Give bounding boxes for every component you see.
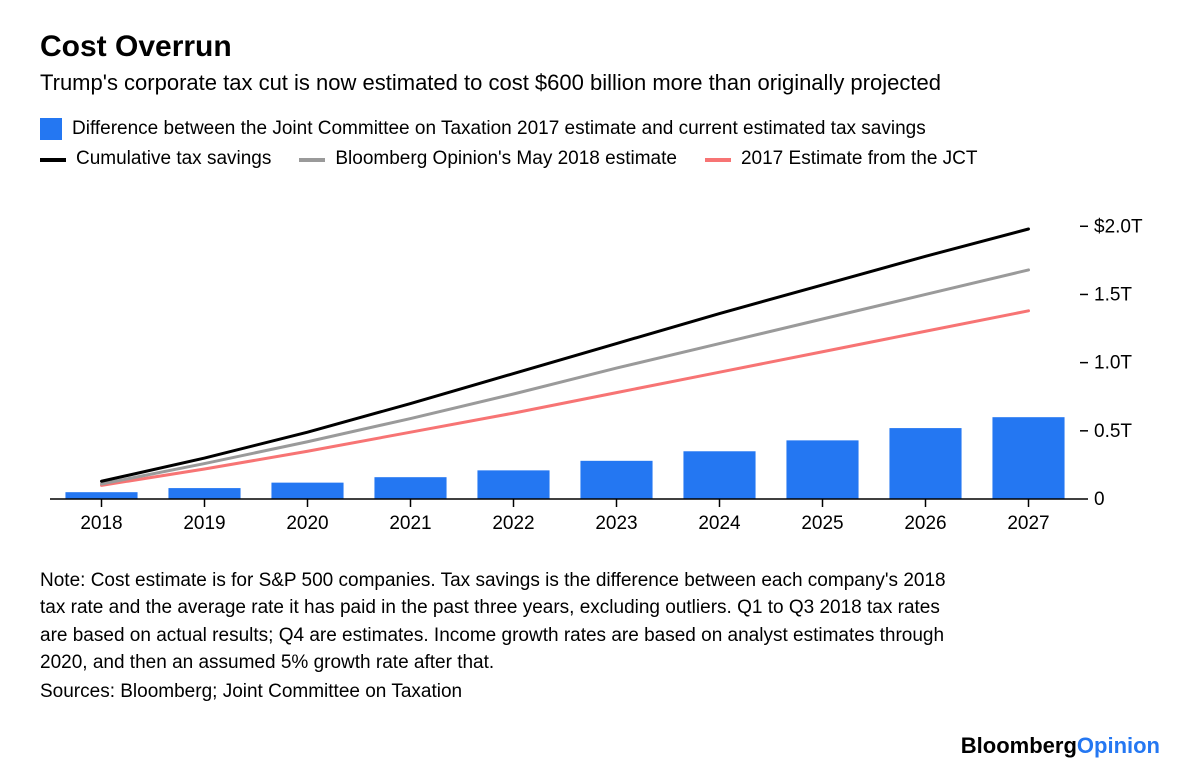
x-tick-label: 2024 xyxy=(698,513,741,534)
bar xyxy=(889,428,961,499)
x-tick-label: 2023 xyxy=(595,513,637,534)
bar xyxy=(992,417,1064,499)
chart-plot: 2018 2019 2020 2021 2022 2023 2024 2025 2026 2027… xyxy=(40,189,1160,549)
bar xyxy=(477,470,549,499)
chart-container: Cost Overrun Trump's corporate tax cut i… xyxy=(0,0,1200,783)
bar xyxy=(168,488,240,499)
x-tick-label: 2018 xyxy=(80,513,122,534)
brand-blue: Opinion xyxy=(1077,733,1160,758)
chart-sources: Sources: Bloomberg; Joint Committee on T… xyxy=(40,681,1160,703)
chart-note: Note: Cost estimate is for S&P 500 compa… xyxy=(40,567,960,677)
y-tick-label: 0.5T xyxy=(1094,421,1132,442)
chart-title: Cost Overrun xyxy=(40,30,1160,64)
bar xyxy=(65,492,137,499)
legend-label-gray: Bloomberg Opinion's May 2018 estimate xyxy=(335,144,677,174)
bar xyxy=(786,440,858,499)
y-tick-label: 0 xyxy=(1094,489,1105,510)
chart-svg: 2018 2019 2020 2021 2022 2023 2024 2025 2026 2027… xyxy=(40,189,1160,539)
bar xyxy=(374,477,446,499)
legend-label-bar: Difference between the Joint Committee o… xyxy=(72,114,926,144)
legend-swatch-red xyxy=(705,158,731,162)
legend-label-black: Cumulative tax savings xyxy=(76,144,271,174)
bar xyxy=(271,482,343,498)
x-tick-label: 2027 xyxy=(1007,513,1049,534)
legend-swatch-bar xyxy=(40,118,62,140)
bar xyxy=(683,451,755,499)
x-tick-label: 2026 xyxy=(904,513,946,534)
x-tick-label: 2021 xyxy=(389,513,431,534)
x-tick-label: 2020 xyxy=(286,513,328,534)
legend-item-black: Cumulative tax savings xyxy=(40,144,271,174)
chart-legend: Difference between the Joint Committee o… xyxy=(40,114,1160,175)
brand-logo: BloombergOpinion xyxy=(961,733,1160,759)
y-tick-label: 1.5T xyxy=(1094,284,1132,305)
x-tick-label: 2019 xyxy=(183,513,225,534)
legend-swatch-gray xyxy=(299,158,325,162)
legend-item-bar: Difference between the Joint Committee o… xyxy=(40,114,926,144)
legend-item-gray: Bloomberg Opinion's May 2018 estimate xyxy=(299,144,677,174)
x-tick-label: 2022 xyxy=(492,513,534,534)
legend-item-red: 2017 Estimate from the JCT xyxy=(705,144,978,174)
bar xyxy=(580,461,652,499)
chart-subtitle: Trump's corporate tax cut is now estimat… xyxy=(40,70,1160,96)
y-tick-label: $2.0T xyxy=(1094,216,1143,237)
y-tick-label: 1.0T xyxy=(1094,352,1132,373)
legend-label-red: 2017 Estimate from the JCT xyxy=(741,144,978,174)
x-tick-label: 2025 xyxy=(801,513,843,534)
legend-swatch-black xyxy=(40,158,66,162)
brand-black: Bloomberg xyxy=(961,733,1077,758)
